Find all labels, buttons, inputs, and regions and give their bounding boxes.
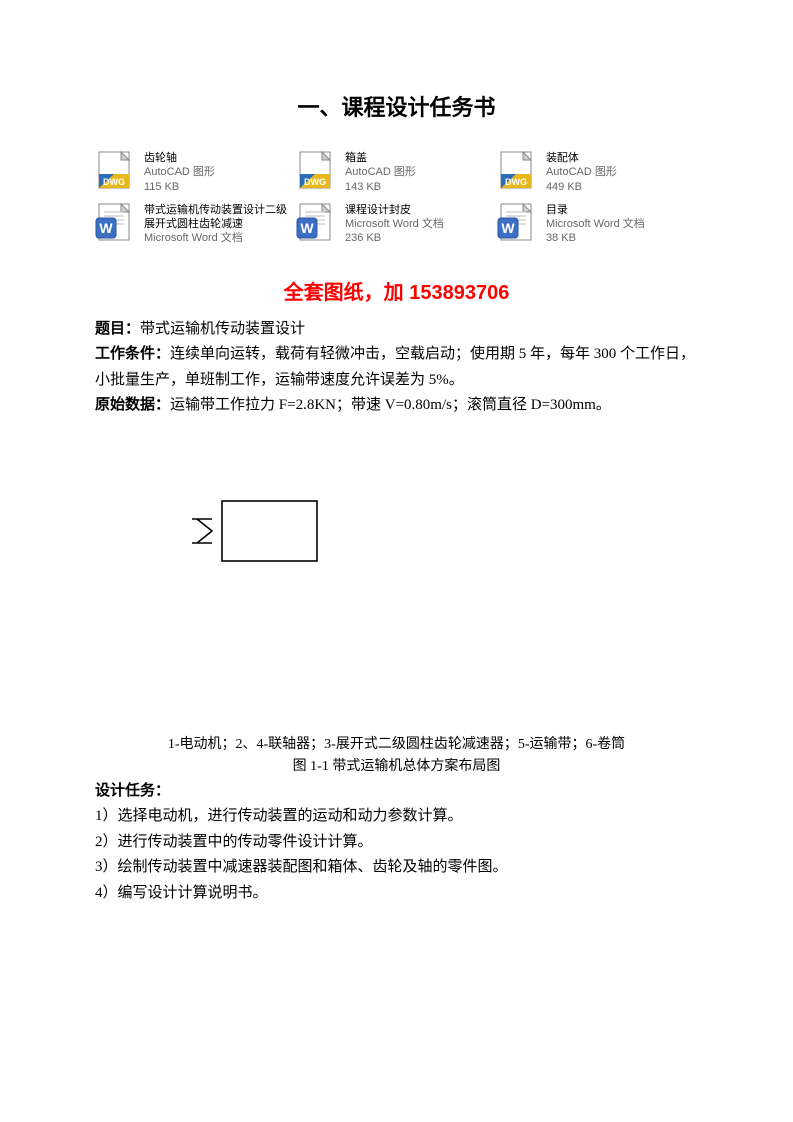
file-size: 115 KB [144, 180, 215, 194]
svg-text:W: W [501, 220, 515, 236]
file-size: 236 KB [345, 231, 444, 245]
file-size: 38 KB [546, 231, 645, 245]
file-info: 课程设计封皮Microsoft Word 文档236 KB [345, 202, 444, 246]
rawdata-text: 运输带工作拉力 F=2.8KN；带速 V=0.80m/s；滚筒直径 D=300m… [170, 397, 611, 413]
file-info: 齿轮轴AutoCAD 图形115 KB [144, 150, 215, 194]
file-item[interactable]: DWG 装配体AutoCAD 图形449 KB [497, 150, 698, 194]
file-info: 装配体AutoCAD 图形449 KB [546, 150, 617, 194]
svg-text:DWG: DWG [103, 177, 125, 187]
page-title: 一、课程设计任务书 [95, 90, 698, 122]
tasks-header: 设计任务： [95, 779, 698, 805]
task-list: 设计任务： 1）选择电动机，进行传动装置的运动和动力参数计算。 2）进行传动装置… [95, 779, 698, 907]
file-name: 带式运输机传动装置设计二级展开式圆柱齿轮减速 [144, 203, 296, 232]
file-item[interactable]: DWG 箱盖AutoCAD 图形143 KB [296, 150, 497, 194]
dwg-icon: DWG [497, 150, 539, 192]
file-item[interactable]: W 课程设计封皮Microsoft Word 文档236 KB [296, 202, 497, 246]
file-name: 装配体 [546, 151, 617, 165]
task-item: 1）选择电动机，进行传动装置的运动和动力参数计算。 [95, 804, 698, 830]
svg-text:DWG: DWG [304, 177, 326, 187]
file-info: 箱盖AutoCAD 图形143 KB [345, 150, 416, 194]
svg-text:W: W [99, 220, 113, 236]
body-text: 题目：带式运输机传动装置设计 工作条件：连续单向运转，载荷有轻微冲击，空载启动；… [95, 317, 698, 419]
file-info: 目录Microsoft Word 文档38 KB [546, 202, 645, 246]
file-name: 目录 [546, 203, 645, 217]
dwg-icon: DWG [296, 150, 338, 192]
mechanical-diagram [157, 431, 637, 726]
file-type: Microsoft Word 文档 [546, 217, 645, 231]
file-type: AutoCAD 图形 [345, 165, 416, 179]
task-item: 2）进行传动装置中的传动零件设计计算。 [95, 830, 698, 856]
file-grid: DWG 齿轮轴AutoCAD 图形115 KB DWG 箱盖AutoCAD 图形… [95, 150, 698, 246]
svg-text:W: W [300, 220, 314, 236]
caption-line2: 图 1-1 带式运输机总体方案布局图 [95, 756, 698, 778]
word-icon: W [497, 202, 539, 244]
file-name: 课程设计封皮 [345, 203, 444, 217]
file-type: Microsoft Word 文档 [144, 231, 296, 245]
file-name: 箱盖 [345, 151, 416, 165]
conditions-label: 工作条件： [95, 346, 170, 362]
file-item[interactable]: W 带式运输机传动装置设计二级展开式圆柱齿轮减速Microsoft Word 文… [95, 202, 296, 246]
file-item[interactable]: DWG 齿轮轴AutoCAD 图形115 KB [95, 150, 296, 194]
topic-text: 带式运输机传动装置设计 [140, 321, 305, 337]
file-type: AutoCAD 图形 [546, 165, 617, 179]
svg-text:DWG: DWG [505, 177, 527, 187]
rawdata-label: 原始数据： [95, 397, 170, 413]
caption-line1: 1-电动机；2、4-联轴器；3-展开式二级圆柱齿轮减速器；5-运输带；6-卷筒 [95, 734, 698, 756]
file-name: 齿轮轴 [144, 151, 215, 165]
diagram-caption: 1-电动机；2、4-联轴器；3-展开式二级圆柱齿轮减速器；5-运输带；6-卷筒 … [95, 734, 698, 779]
word-icon: W [95, 202, 137, 244]
dwg-icon: DWG [95, 150, 137, 192]
task-item: 3）绘制传动装置中减速器装配图和箱体、齿轮及轴的零件图。 [95, 855, 698, 881]
file-info: 带式运输机传动装置设计二级展开式圆柱齿轮减速Microsoft Word 文档 [144, 202, 296, 246]
file-item[interactable]: W 目录Microsoft Word 文档38 KB [497, 202, 698, 246]
word-icon: W [296, 202, 338, 244]
diagram-container [95, 431, 698, 726]
task-item: 4）编写设计计算说明书。 [95, 881, 698, 907]
file-size: 449 KB [546, 180, 617, 194]
banner-text: 全套图纸，加 153893706 [95, 276, 698, 305]
topic-label: 题目： [95, 321, 140, 337]
file-type: AutoCAD 图形 [144, 165, 215, 179]
file-size: 143 KB [345, 180, 416, 194]
file-type: Microsoft Word 文档 [345, 217, 444, 231]
conditions-text: 连续单向运转，载荷有轻微冲击，空载启动；使用期 5 年，每年 300 个工作日，… [95, 346, 695, 388]
